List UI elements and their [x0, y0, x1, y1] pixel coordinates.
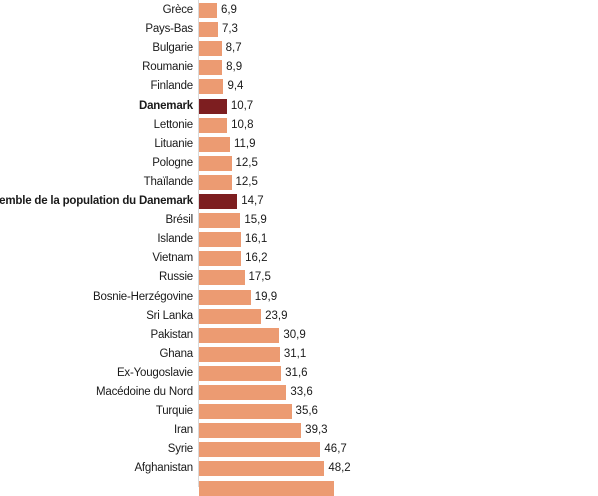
bar — [199, 289, 251, 305]
bar — [199, 41, 222, 57]
bar — [199, 404, 292, 420]
bar — [199, 213, 241, 229]
category-label: Sri Lanka — [146, 309, 193, 322]
bar — [199, 174, 232, 190]
category-label: Bosnie-Herzégovine — [93, 290, 193, 303]
bar-highlighted — [199, 194, 238, 209]
value-label: 35,6 — [295, 405, 318, 418]
bar — [199, 251, 242, 267]
value-label: 9,4 — [227, 80, 244, 93]
bar — [199, 423, 302, 439]
bar-partially-visible — [199, 480, 335, 496]
bar — [199, 385, 287, 400]
bar — [199, 155, 232, 171]
category-label: Finlande — [150, 80, 193, 93]
category-label: Pakistan — [150, 328, 193, 341]
category-label: Lettonie — [153, 118, 194, 131]
bar — [199, 442, 321, 458]
category-label: Macédoine du Nord — [96, 386, 193, 398]
bar-highlighted — [199, 98, 227, 114]
category-label: Thaïlande — [143, 175, 194, 188]
category-axis-line — [198, 0, 199, 487]
value-label: 33,6 — [290, 386, 313, 398]
value-label: 10,8 — [231, 118, 254, 131]
bar — [199, 308, 262, 324]
bar — [199, 136, 230, 152]
bar — [199, 117, 228, 133]
value-label: 10,7 — [230, 99, 254, 112]
category-label: Grèce — [162, 4, 194, 16]
value-label: 6,9 — [220, 4, 237, 16]
bar — [199, 3, 217, 18]
bar — [199, 79, 224, 95]
category-label: Roumanie — [142, 61, 193, 74]
bar — [199, 327, 280, 343]
category-label: Ensemble de la population du Danemark — [0, 195, 193, 207]
value-label: 19,9 — [254, 290, 278, 303]
value-label: 17,5 — [248, 271, 271, 284]
category-label: Ghana — [159, 347, 193, 360]
value-label: 7,3 — [221, 23, 238, 36]
value-label: 48,2 — [328, 462, 351, 475]
value-label: 11,9 — [233, 137, 256, 150]
bar — [199, 232, 241, 248]
category-label: Lituanie — [154, 137, 193, 150]
category-label: Danemark — [138, 99, 193, 112]
bar — [199, 60, 223, 76]
value-label: 31,1 — [283, 347, 307, 360]
bar — [199, 461, 325, 477]
bar — [199, 22, 218, 38]
bar — [199, 346, 280, 362]
category-label: Russie — [159, 271, 193, 284]
category-label: Afghanistan — [134, 462, 193, 475]
value-label: 31,6 — [285, 366, 308, 379]
value-label: 12,5 — [235, 175, 258, 188]
category-label: Pays-Bas — [145, 23, 193, 36]
value-label: 12,5 — [235, 156, 258, 169]
value-label: 15,9 — [244, 214, 267, 227]
category-label: Vietnam — [152, 252, 193, 265]
category-label: Turquie — [155, 405, 193, 418]
category-label: Ex-Yougoslavie — [116, 366, 193, 379]
bar — [199, 270, 245, 286]
value-label: 30,9 — [283, 328, 306, 341]
value-label: 14,7 — [241, 195, 264, 207]
value-label: 8,7 — [225, 42, 242, 55]
value-label: 8,9 — [226, 61, 243, 74]
value-label: 16,2 — [245, 252, 268, 265]
category-label: Islande — [157, 233, 193, 246]
value-label: 46,7 — [324, 443, 347, 456]
category-label: Syrie — [167, 443, 193, 456]
bar — [199, 365, 282, 381]
category-label: Brésil — [165, 214, 193, 227]
category-label: Iran — [173, 424, 193, 437]
value-label: 23,9 — [265, 309, 288, 322]
value-label: 39,3 — [305, 424, 328, 437]
value-label: 16,1 — [244, 233, 268, 246]
category-label: Bulgarie — [152, 42, 193, 55]
category-label: Pologne — [152, 156, 193, 169]
